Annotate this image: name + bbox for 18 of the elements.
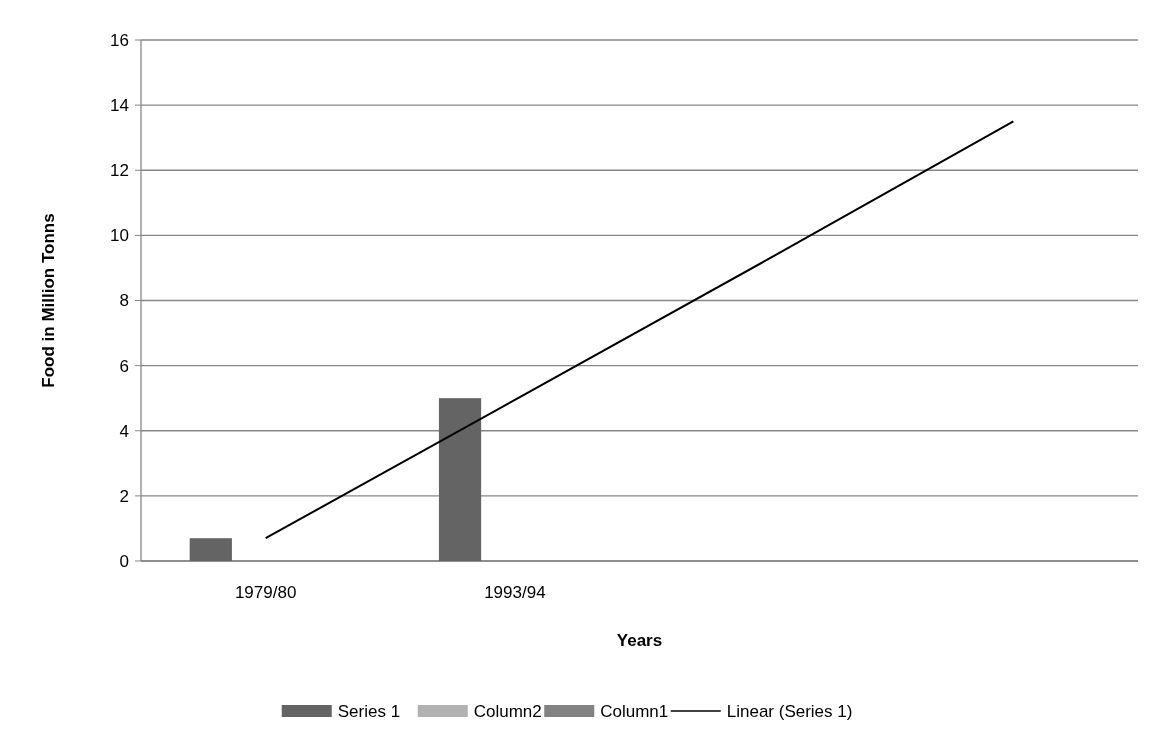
- y-tick-label: 2: [119, 486, 129, 506]
- y-tick-label: 14: [110, 96, 129, 116]
- y-tick-label: 0: [119, 551, 129, 571]
- y-tick-label: 4: [119, 421, 129, 441]
- x-tick-label: 1993/94: [484, 583, 546, 602]
- y-tick-label: 8: [119, 291, 129, 311]
- legend-label: Column1: [600, 701, 669, 721]
- legend-label: Series 1: [337, 701, 401, 721]
- line-series: [264, 120, 1015, 540]
- y-tick-label: 10: [110, 226, 129, 246]
- x-axis-title: Years: [616, 631, 663, 650]
- y-tick-label: 6: [119, 356, 129, 376]
- x-tick-label: 1979/80: [234, 583, 297, 602]
- legend-label: Column2: [473, 701, 542, 721]
- y-tick-label: 16: [110, 30, 129, 50]
- y-axis-title: Food in Million Tonns: [39, 213, 58, 388]
- legend-label: Linear (Series 1): [726, 701, 853, 721]
- y-tick-label: 12: [110, 161, 129, 181]
